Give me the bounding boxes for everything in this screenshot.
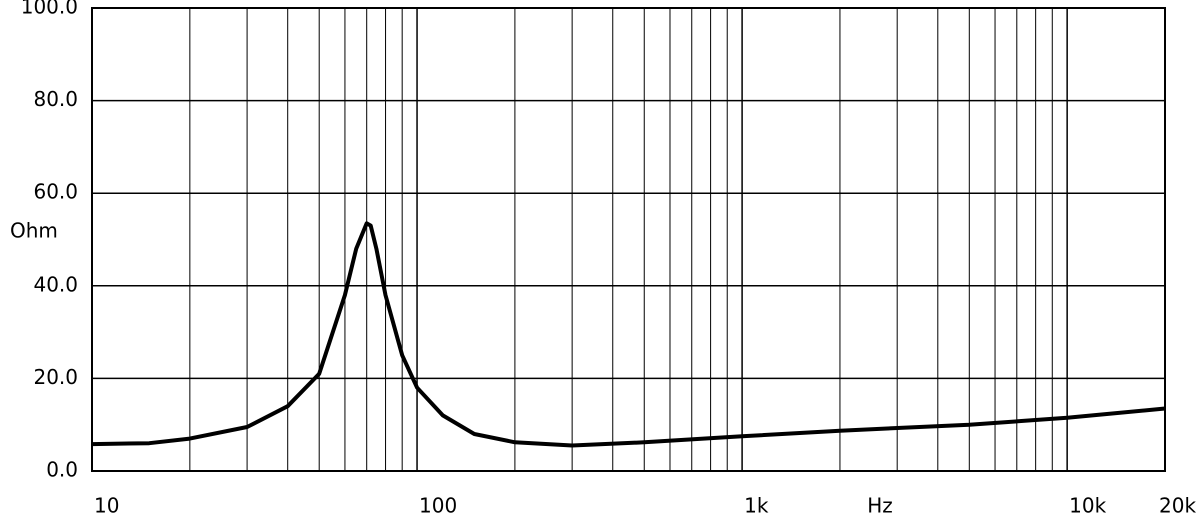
y-tick-label: 0.0: [46, 458, 78, 482]
impedance-curve: [91, 221, 1166, 448]
y-tick-label: 20.0: [33, 365, 78, 389]
y-tick-label: 60.0: [33, 180, 78, 204]
x-tick-label: 100: [419, 494, 457, 518]
x-tick-label: 20k: [1159, 494, 1196, 518]
y-tick-label: 40.0: [33, 272, 78, 296]
x-tick-label: 10k: [1069, 494, 1106, 518]
x-tick-label: 1k: [744, 494, 769, 518]
y-axis-label: Ohm: [10, 219, 58, 243]
y-tick-label: 100.0: [21, 0, 78, 19]
plot-frame: [91, 7, 1166, 472]
y-tick-label: 80.0: [33, 87, 78, 111]
x-tick-label: 10: [94, 494, 119, 518]
x-axis-label: Hz: [867, 494, 893, 518]
